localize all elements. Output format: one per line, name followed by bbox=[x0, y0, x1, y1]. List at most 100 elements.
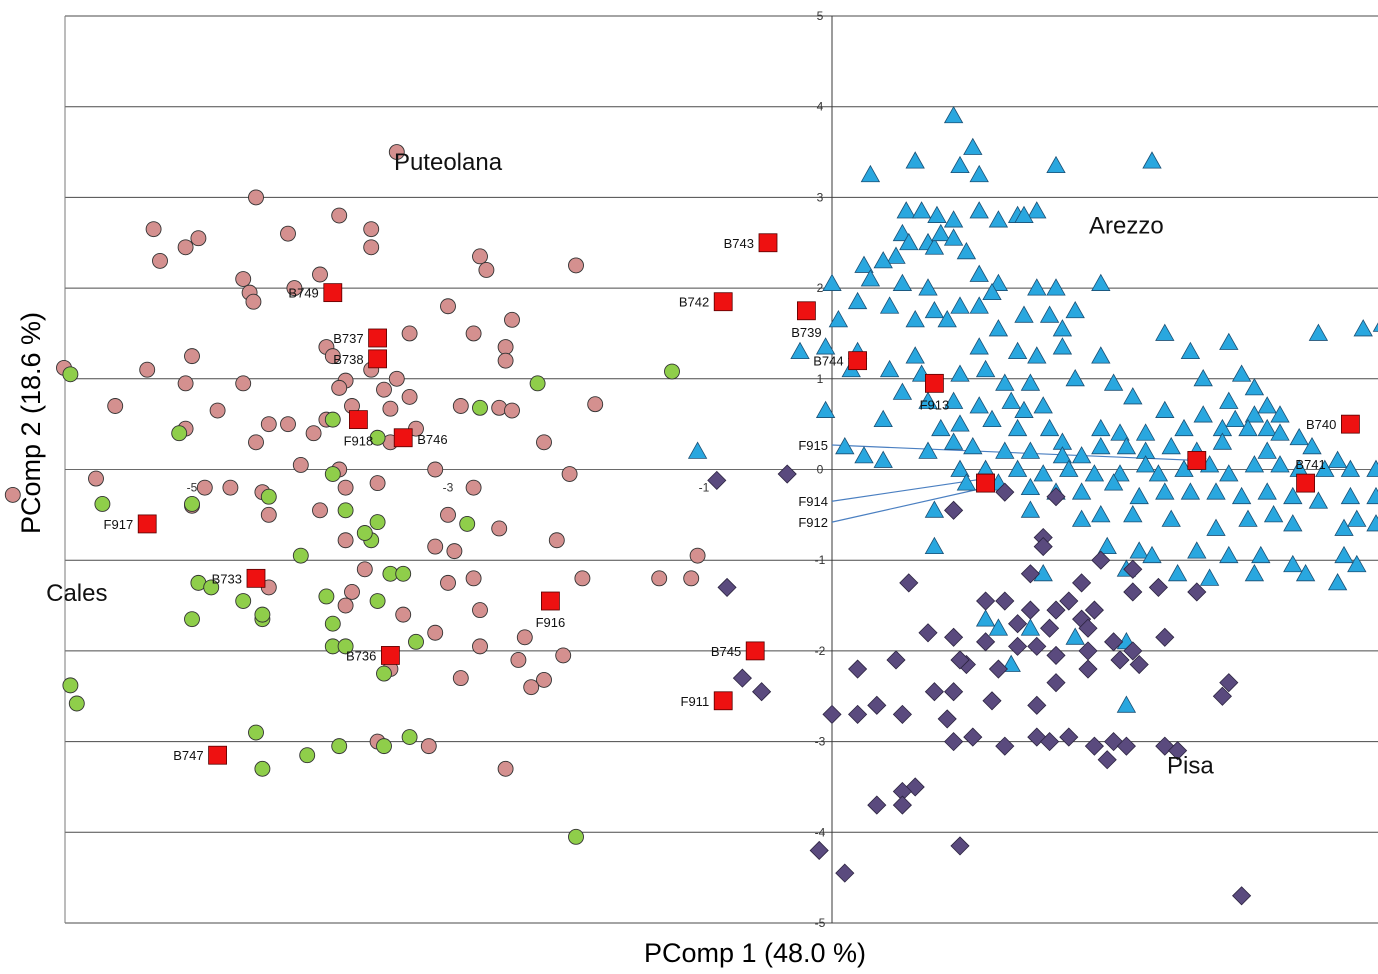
point-triangle bbox=[1027, 201, 1047, 219]
point-circle bbox=[465, 325, 482, 342]
point-triangle bbox=[1103, 373, 1124, 391]
point-triangle bbox=[1244, 563, 1265, 582]
point-circle bbox=[245, 293, 262, 310]
point-circle bbox=[376, 381, 392, 398]
point-circle bbox=[248, 189, 264, 206]
sample-label: B741 bbox=[1295, 457, 1325, 472]
x-tick-label: -3 bbox=[443, 481, 454, 495]
point-triangle bbox=[1155, 400, 1175, 418]
point-diamond bbox=[1020, 600, 1040, 620]
point-triangle bbox=[854, 255, 874, 273]
point-triangle bbox=[995, 373, 1015, 391]
y-tick-label: 2 bbox=[817, 281, 824, 295]
point-circle bbox=[324, 466, 341, 482]
point-circle bbox=[574, 570, 591, 587]
point-circle bbox=[312, 502, 328, 519]
point-circle bbox=[568, 828, 584, 845]
point-triangle bbox=[1116, 437, 1137, 455]
point-triangle bbox=[963, 137, 983, 155]
point-triangle bbox=[943, 210, 964, 228]
point-circle bbox=[177, 375, 194, 392]
point-circle bbox=[337, 502, 354, 519]
y-tick-label: 4 bbox=[817, 100, 824, 114]
point-triangle bbox=[1161, 509, 1181, 527]
point-circle bbox=[356, 561, 373, 578]
point-circle bbox=[260, 506, 277, 523]
point-diamond bbox=[1104, 632, 1124, 652]
point-triangle bbox=[1257, 396, 1277, 414]
sample-label: B743 bbox=[724, 236, 754, 251]
point-triangle bbox=[1027, 346, 1047, 364]
point-triangle bbox=[1091, 346, 1111, 364]
point-triangle bbox=[1283, 554, 1303, 573]
point-triangle bbox=[1123, 505, 1143, 523]
point-triangle bbox=[1219, 391, 1239, 409]
point-triangle bbox=[988, 319, 1009, 337]
point-triangle bbox=[943, 228, 964, 246]
point-circle bbox=[260, 488, 277, 505]
point-circle bbox=[331, 379, 348, 396]
point-triangle bbox=[950, 296, 970, 314]
point-triangle bbox=[1167, 563, 1188, 582]
point-circle bbox=[459, 515, 476, 532]
point-triangle bbox=[1135, 423, 1156, 441]
point-circle bbox=[209, 402, 226, 419]
point-triangle bbox=[1007, 459, 1028, 477]
point-diamond bbox=[944, 732, 964, 752]
group-label: Cales bbox=[46, 580, 107, 607]
point-triangle bbox=[1372, 322, 1378, 332]
point-triangle bbox=[1270, 455, 1290, 473]
point-diamond bbox=[1040, 732, 1060, 752]
point-circle bbox=[689, 547, 706, 564]
point-triangle bbox=[1187, 541, 1207, 559]
point-diamond bbox=[1027, 636, 1047, 656]
point-circle bbox=[440, 298, 456, 315]
point-diamond bbox=[950, 836, 970, 856]
point-circle bbox=[235, 375, 252, 392]
sample-label: F915 bbox=[798, 438, 828, 453]
point-circle bbox=[363, 239, 380, 256]
leader-line bbox=[831, 477, 986, 502]
point-diamond bbox=[1123, 641, 1143, 661]
point-circle bbox=[152, 252, 168, 269]
point-diamond bbox=[1046, 600, 1066, 620]
point-triangle bbox=[1212, 432, 1233, 450]
point-circle bbox=[401, 729, 418, 746]
y-tick-label: -3 bbox=[815, 735, 826, 749]
point-diamond bbox=[1219, 673, 1239, 693]
point-circle bbox=[478, 262, 495, 278]
point-triangle bbox=[931, 418, 951, 437]
point-circle bbox=[516, 629, 533, 646]
point-diamond bbox=[1020, 564, 1040, 584]
point-circle bbox=[408, 633, 424, 650]
point-circle bbox=[465, 570, 482, 587]
point-circle bbox=[177, 239, 194, 256]
sample-marker bbox=[758, 233, 778, 253]
sample-marker bbox=[1187, 451, 1207, 470]
point-triangle bbox=[1014, 205, 1034, 223]
point-triangle bbox=[1334, 545, 1354, 564]
point-diamond bbox=[944, 682, 964, 702]
point-triangle bbox=[1180, 341, 1201, 359]
point-triangle bbox=[1091, 418, 1111, 437]
point-triangle bbox=[1263, 505, 1284, 523]
point-circle bbox=[651, 570, 668, 587]
point-triangle bbox=[828, 310, 849, 328]
y-tick-label: -1 bbox=[815, 553, 826, 567]
point-circle bbox=[324, 411, 341, 428]
point-diamond bbox=[1084, 600, 1104, 620]
y-tick-label: -2 bbox=[815, 644, 826, 658]
point-triangle bbox=[918, 441, 938, 459]
sample-labels: B743 B742 B739 B744 F913 B740 F915 B741 F914 F912… bbox=[104, 236, 1337, 763]
point-triangle bbox=[1193, 405, 1213, 423]
point-triangle bbox=[1206, 518, 1226, 536]
point-circle bbox=[184, 496, 200, 512]
leader-line bbox=[831, 487, 986, 523]
point-triangle bbox=[1174, 418, 1194, 437]
point-diamond bbox=[976, 632, 996, 652]
point-circle bbox=[139, 361, 156, 378]
point-triangle bbox=[790, 341, 810, 359]
point-triangle bbox=[1084, 464, 1105, 482]
point-diamond bbox=[937, 709, 957, 729]
